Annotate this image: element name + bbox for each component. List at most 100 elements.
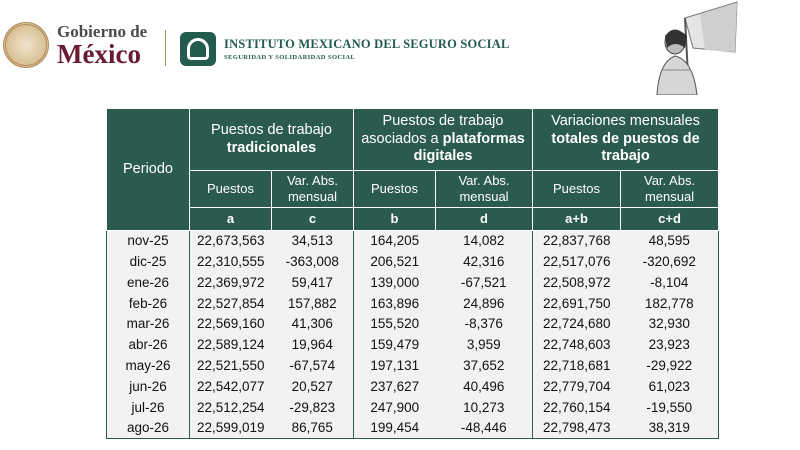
cell-var-total: 61,023 — [620, 376, 719, 397]
traditional-jobs-header: Puestos de trabajo tradicionales — [188, 108, 355, 171]
table-row: ene-26 22,369,972 59,417 139,000 -67,521 22,5… — [106, 272, 719, 293]
cell-puestos-trad: 22,527,854 — [189, 292, 272, 314]
cell-var-trad: 157,882 — [271, 292, 354, 314]
cell-puestos-plat: 199,454 — [353, 417, 436, 439]
cell-var-trad: -29,823 — [271, 396, 354, 418]
page-header: Gobierno de México INSTITUTO MEXICANO DE… — [0, 0, 800, 100]
cell-puestos-trad: 22,512,254 — [189, 396, 272, 418]
cell-puestos-plat: 237,627 — [353, 376, 436, 397]
cell-puestos-total: 22,517,076 — [532, 251, 621, 273]
cell-period: dic-25 — [106, 251, 190, 273]
cell-puestos-total: 22,779,704 — [532, 376, 621, 397]
cell-var-trad: 19,964 — [271, 334, 354, 356]
cell-puestos-plat: 163,896 — [353, 292, 436, 314]
cell-puestos-trad: 22,599,019 — [189, 417, 272, 439]
employment-table: Periodo Puestos de trabajo tradicionales … — [106, 108, 720, 439]
gobierno-de-mexico-logo: Gobierno de México — [3, 22, 147, 68]
cell-var-total: 23,923 — [620, 334, 719, 356]
cell-puestos-plat: 206,521 — [353, 251, 436, 273]
cell-period: jun-26 — [106, 376, 190, 397]
table-row: nov-25 22,673,563 34,513 164,205 14,082 22,83… — [106, 230, 719, 252]
subheader-var-cd: Var. Abs. mensual — [620, 170, 720, 208]
cell-var-plat: -8,376 — [435, 313, 533, 335]
cell-var-trad: 86,765 — [271, 417, 354, 439]
cell-period: ene-26 — [106, 272, 190, 293]
cell-period: nov-25 — [106, 230, 190, 252]
cell-puestos-plat: 155,520 — [353, 313, 436, 335]
cell-var-plat: 42,316 — [435, 251, 533, 273]
cell-puestos-plat: 197,131 — [353, 355, 436, 377]
cell-var-total: -19,550 — [620, 396, 719, 418]
table-row: mar-26 22,569,160 41,306 155,520 -8,376 22,72… — [106, 313, 719, 335]
cell-puestos-total: 22,691,750 — [532, 292, 621, 314]
cell-var-total: -29,922 — [620, 355, 719, 377]
cell-var-trad: 59,417 — [271, 272, 354, 293]
imss-logo: INSTITUTO MEXICANO DEL SEGURO SOCIAL SEG… — [180, 32, 510, 66]
cell-var-total: 48,595 — [620, 230, 719, 252]
subheader-puestos-ab: Puestos — [532, 170, 622, 208]
cell-var-plat: -48,446 — [435, 417, 533, 439]
letter-a: a — [189, 207, 272, 231]
table-row: feb-26 22,527,854 157,882 163,896 24,896 22,6… — [106, 292, 719, 314]
cell-puestos-trad: 22,673,563 — [189, 230, 272, 252]
cell-puestos-trad: 22,542,077 — [189, 376, 272, 397]
table-row: dic-25 22,310,555 -363,008 206,521 42,316 22,… — [106, 251, 719, 273]
letter-c-plus-d: c+d — [620, 207, 720, 231]
cell-var-trad: 34,513 — [271, 230, 354, 252]
cell-var-trad: -67,574 — [271, 355, 354, 377]
cell-puestos-total: 22,508,972 — [532, 272, 621, 293]
cell-puestos-plat: 164,205 — [353, 230, 436, 252]
cell-puestos-trad: 22,589,124 — [189, 334, 272, 356]
cell-var-plat: 10,273 — [435, 396, 533, 418]
table-row: jun-26 22,542,077 20,527 237,627 40,496 22,77… — [106, 376, 719, 397]
cell-puestos-total: 22,724,680 — [532, 313, 621, 335]
cell-puestos-plat: 247,900 — [353, 396, 436, 418]
heroine-flag-illustration-icon — [656, 1, 738, 95]
imss-subtitle: SEGURIDAD Y SOLIDARIDAD SOCIAL — [224, 54, 356, 61]
national-seal-icon — [3, 22, 49, 68]
cell-var-plat: 37,652 — [435, 355, 533, 377]
cell-puestos-total: 22,837,768 — [532, 230, 621, 252]
platform-jobs-header: Puestos de trabajo asociados a plataform… — [353, 108, 534, 171]
letter-b: b — [353, 207, 437, 231]
cell-period: jul-26 — [106, 396, 190, 418]
cell-var-plat: 24,896 — [435, 292, 533, 314]
cell-var-plat: 3,959 — [435, 334, 533, 356]
letter-d: d — [435, 207, 534, 231]
imss-emblem-icon — [180, 32, 216, 66]
table-row: jul-26 22,512,254 -29,823 247,900 10,273 22,7… — [106, 396, 719, 418]
cell-var-plat: 40,496 — [435, 376, 533, 397]
gob-logo-line2: México — [57, 38, 141, 69]
cell-puestos-total: 22,718,681 — [532, 355, 621, 377]
cell-var-total: -8,104 — [620, 272, 719, 293]
cell-period: abr-26 — [106, 334, 190, 356]
subheader-var-c: Var. Abs. mensual — [270, 170, 355, 208]
cell-period: mar-26 — [106, 313, 190, 335]
cell-var-plat: 14,082 — [435, 230, 533, 252]
period-header: Periodo — [106, 108, 190, 231]
subheader-var-d: Var. Abs. mensual — [435, 170, 534, 208]
cell-var-trad: -363,008 — [271, 251, 354, 273]
cell-puestos-trad: 22,521,550 — [189, 355, 272, 377]
monthly-variation-header: Variaciones mensuales totales de puestos … — [532, 108, 720, 171]
cell-puestos-trad: 22,310,555 — [189, 251, 272, 273]
subheader-puestos-a: Puestos — [189, 170, 272, 208]
imss-name: INSTITUTO MEXICANO DEL SEGURO SOCIAL — [224, 37, 510, 51]
letter-a-plus-b: a+b — [532, 207, 622, 231]
cell-var-plat: -67,521 — [435, 272, 533, 293]
cell-var-total: 182,778 — [620, 292, 719, 314]
cell-var-trad: 41,306 — [271, 313, 354, 335]
cell-puestos-plat: 159,479 — [353, 334, 436, 356]
gob-logo-line1: Gobierno de — [57, 21, 148, 41]
cell-puestos-trad: 22,569,160 — [189, 313, 272, 335]
cell-puestos-plat: 139,000 — [353, 272, 436, 293]
cell-puestos-trad: 22,369,972 — [189, 272, 272, 293]
table-body: nov-25 22,673,563 34,513 164,205 14,082 22,83… — [106, 230, 719, 439]
cell-puestos-total: 22,748,603 — [532, 334, 621, 356]
table-row: abr-26 22,589,124 19,964 159,479 3,959 22,748… — [106, 334, 719, 356]
cell-puestos-total: 22,798,473 — [532, 417, 621, 439]
table-row: may-26 22,521,550 -67,574 197,131 37,652 22,7… — [106, 355, 719, 377]
cell-period: may-26 — [106, 355, 190, 377]
cell-var-total: 38,319 — [620, 417, 719, 439]
cell-var-total: -320,692 — [620, 251, 719, 273]
